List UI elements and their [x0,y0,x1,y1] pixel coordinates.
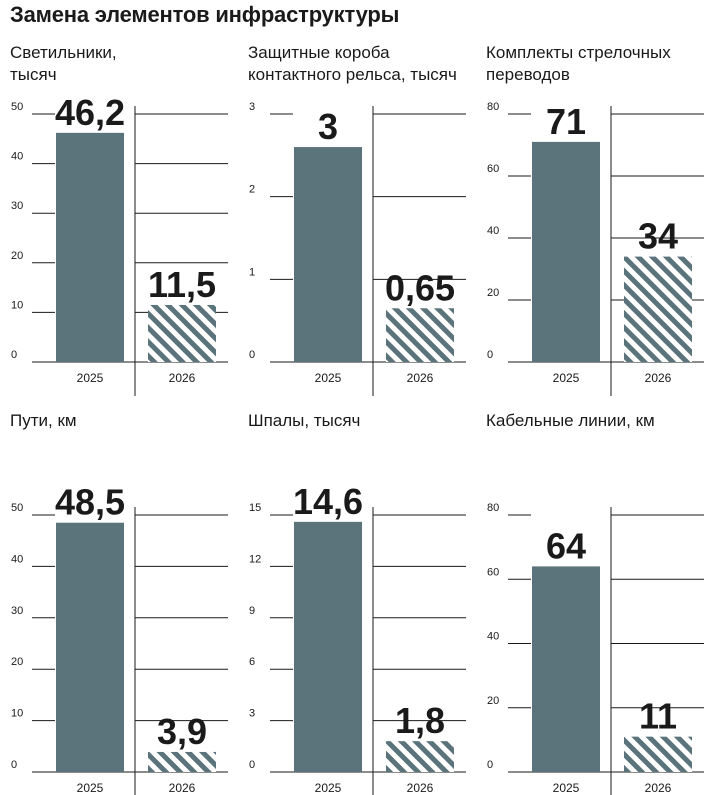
value-label-2026: 0,65 [385,267,455,308]
y-tick-label: 50 [11,101,23,113]
bar-2026 [624,736,692,772]
bar-2025 [56,132,124,362]
x-tick-label: 2025 [77,371,104,385]
y-tick-label: 0 [11,349,17,361]
y-tick-label: 20 [11,656,23,668]
x-tick-label: 2026 [407,371,434,385]
value-label-2026: 34 [638,216,678,257]
value-label-2025: 3 [318,106,338,147]
y-tick-label: 40 [487,631,499,643]
y-tick-label: 0 [487,349,493,361]
y-tick-label: 60 [487,163,499,175]
chart-title: Пути, км [10,411,77,430]
y-tick-label: 9 [249,605,255,617]
chart-svg-switches: 0 20 40 60 80 71 2025 34 2026 [487,101,704,396]
y-tick-label: 80 [487,502,499,514]
bar-2026 [386,308,454,362]
y-tick-label: 10 [11,708,23,720]
y-tick-label: 0 [487,759,493,771]
chart-svg-lights: 0 10 20 30 40 50 46,2 2025 11,5 2026 [11,94,228,396]
y-tick-label: 10 [11,299,23,311]
y-tick-label: 3 [249,101,255,113]
bar-2026 [148,304,216,362]
chart-svg-tracks: 0 10 20 30 40 50 48,5 2025 3,9 2026 [11,482,228,795]
y-tick-label: 0 [249,349,255,361]
y-tick-label: 0 [11,759,17,771]
value-label-2025: 71 [546,101,586,142]
y-tick-label: 12 [249,553,261,565]
x-tick-label: 2025 [77,781,104,795]
y-tick-label: 40 [487,225,499,237]
bar-2025 [56,522,124,772]
y-tick-label: 1 [249,266,255,278]
y-tick-label: 30 [11,605,23,617]
chart-title: Комплекты стрелочных переводов [486,43,671,84]
x-tick-label: 2025 [553,781,580,795]
chart-title: Кабельные линии, км [486,411,655,430]
y-tick-label: 80 [487,101,499,113]
y-tick-label: 2 [249,184,255,196]
bar-2025 [532,566,600,772]
y-tick-label: 20 [487,287,499,299]
value-label-2026: 11,5 [148,264,216,305]
chart-svg-cables: 0 20 40 60 80 64 2025 11 2026 [487,502,704,795]
chart-title: Защитные короба контактного рельса, тыся… [248,43,457,84]
bar-2025 [294,521,362,772]
value-label-2025: 48,5 [55,482,125,523]
chart-title: Шпалы, тысяч [248,411,361,430]
x-tick-label: 2026 [645,371,672,385]
value-label-2025: 14,6 [293,481,363,522]
x-tick-label: 2026 [407,781,434,795]
y-tick-label: 30 [11,200,23,212]
value-label-2025: 64 [546,525,586,566]
y-tick-label: 50 [11,502,23,514]
value-label-2026: 1,8 [395,700,445,741]
y-tick-label: 20 [487,695,499,707]
y-tick-label: 40 [11,151,23,163]
chart-svg-sleepers: 0 3 6 9 12 15 14,6 2025 1,8 2026 [249,481,466,795]
value-label-2025: 46,2 [55,94,125,133]
y-tick-label: 6 [249,656,255,668]
y-tick-label: 20 [11,250,23,262]
chart-svg-rail-covers: 0 1 2 3 3 2025 0,65 2026 [249,101,466,396]
bar-2026 [624,256,692,362]
value-label-2026: 3,9 [157,711,207,752]
bar-2025 [532,141,600,362]
x-tick-label: 2026 [169,371,196,385]
y-tick-label: 0 [249,759,255,771]
y-tick-label: 60 [487,566,499,578]
value-label-2026: 11 [639,696,677,737]
x-tick-label: 2025 [553,371,580,385]
y-tick-label: 3 [249,708,255,720]
x-tick-label: 2026 [645,781,672,795]
x-tick-label: 2025 [315,371,342,385]
x-tick-label: 2025 [315,781,342,795]
bar-2025 [294,147,362,362]
x-tick-label: 2026 [169,781,196,795]
bar-2026 [386,741,454,772]
y-tick-label: 15 [249,502,261,514]
y-tick-label: 40 [11,553,23,565]
chart-title: Светильники, тысяч [10,43,117,84]
page-title: Замена элементов инфраструктуры [10,2,400,27]
